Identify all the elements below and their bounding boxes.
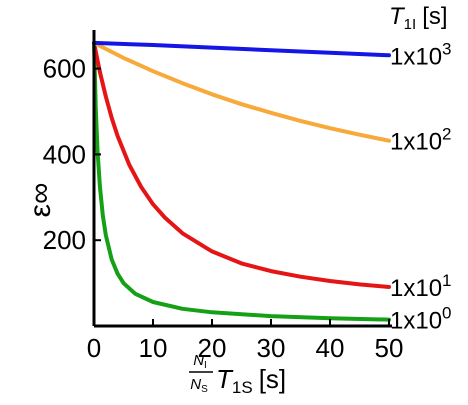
x-axis-label: NI NS T1S [s]	[189, 352, 286, 397]
series-label-1x10-3: 1x103	[390, 39, 452, 70]
legend-title-unit: [s]	[422, 3, 447, 30]
x-label-frac-den-sub: S	[201, 384, 208, 395]
series-label-1x10-2: 1x102	[390, 125, 452, 156]
x-label-frac-num: N	[193, 352, 204, 369]
x-label-main: T	[216, 364, 234, 394]
y-tick-label: 600	[43, 54, 86, 84]
series-label-1x10-0: 1x100	[390, 304, 452, 335]
y-tick-label: 400	[43, 139, 86, 169]
x-label-frac-den: N	[190, 376, 201, 393]
x-tick-label: 10	[139, 333, 168, 363]
tick-layer: 0 10 20 30 40 50 200 400 600	[43, 54, 404, 363]
x-label-unit: [s]	[259, 364, 286, 394]
series-line-1x10-2	[92, 40, 391, 143]
y-tick-label: 200	[43, 225, 86, 255]
svg-text:T1S[s]: T1S [s]	[216, 364, 286, 397]
series-label-1x10-1: 1x101	[390, 271, 452, 302]
legend-title-sub: 1I	[404, 16, 417, 33]
x-tick-label: 0	[87, 333, 101, 363]
x-tick-label: 50	[375, 333, 404, 363]
legend-title: T1I [s]	[389, 3, 448, 33]
x-tick-label: 30	[257, 333, 286, 363]
x-label-main-sub: 1S	[232, 378, 253, 397]
series-line-1x10-1	[92, 40, 391, 289]
x-tick-label: 20	[198, 333, 227, 363]
svg-text:NS: NS	[190, 376, 208, 395]
y-axis-label: ε∞	[24, 183, 57, 218]
x-label-frac-num-sub: I	[204, 360, 207, 371]
svg-text:NI: NI	[193, 352, 207, 371]
series-line-1x10-0	[92, 40, 391, 322]
legend-title-main: T	[389, 3, 406, 30]
x-tick-label: 40	[316, 333, 345, 363]
series-line-1x10-3	[92, 40, 391, 58]
series-layer	[92, 40, 391, 322]
